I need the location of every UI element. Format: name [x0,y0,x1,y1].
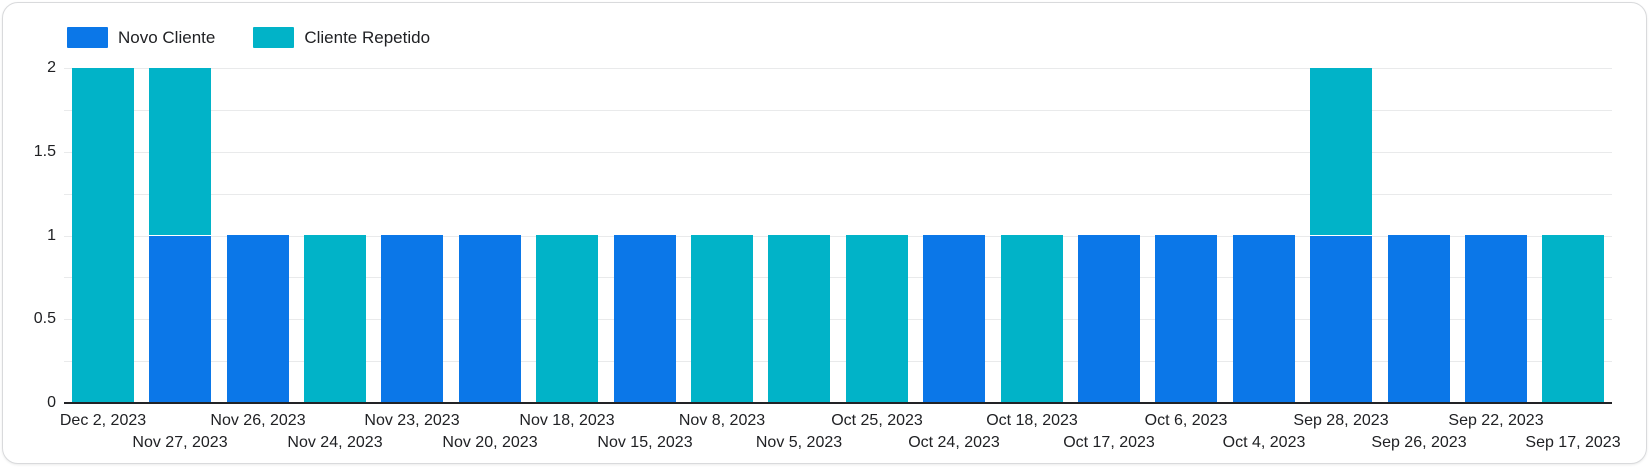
gridline [64,194,1612,195]
bar-column[interactable] [1310,68,1372,403]
x-axis-tick-label: Nov 18, 2023 [519,412,615,429]
x-axis-tick-label: Oct 17, 2023 [1063,434,1155,451]
bar-column[interactable] [1001,235,1063,403]
bar-column[interactable] [1078,235,1140,403]
bar-segment-cliente-repetido[interactable] [1542,235,1604,403]
bar-segment-novo-cliente[interactable] [1155,235,1217,403]
bar-column[interactable] [768,235,830,403]
bar-segment-cliente-repetido[interactable] [149,68,211,236]
gridline [64,277,1612,278]
bar-column[interactable] [304,235,366,403]
bar-segment-novo-cliente[interactable] [1078,235,1140,403]
bar-segment-cliente-repetido[interactable] [1310,68,1372,236]
chart-legend: Novo Cliente Cliente Repetido [67,26,430,48]
legend-item-cliente-repetido: Cliente Repetido [253,26,431,48]
bar-column[interactable] [1388,235,1450,403]
bar-segment-novo-cliente[interactable] [1465,235,1527,403]
x-axis-tick-label: Sep 28, 2023 [1293,412,1389,429]
x-axis-tick-label: Oct 4, 2023 [1222,434,1306,451]
y-axis-tick-label: 0.5 [33,310,56,327]
bar-segment-novo-cliente[interactable] [923,235,985,403]
y-axis-tick-label: 0 [47,394,56,411]
x-axis-tick-label: Oct 18, 2023 [986,412,1078,429]
y-axis-tick-label: 1.5 [33,143,56,160]
x-axis-tick-label: Nov 8, 2023 [678,412,766,429]
bar-column[interactable] [1233,235,1295,403]
bar-column[interactable] [1465,235,1527,403]
bar-segment-novo-cliente[interactable] [614,235,676,403]
x-axis-tick-label: Oct 24, 2023 [908,434,1000,451]
bar-column[interactable] [691,235,753,403]
x-axis-tick-label: Nov 20, 2023 [442,434,538,451]
x-axis-tick-label: Oct 25, 2023 [831,412,923,429]
bar-segment-cliente-repetido[interactable] [72,68,134,403]
bar-segment-novo-cliente[interactable] [459,235,521,403]
bar-column[interactable] [923,235,985,403]
bar-column[interactable] [459,235,521,403]
gridline [64,236,1612,237]
bar-segment-cliente-repetido[interactable] [768,235,830,403]
bar-segment-cliente-repetido[interactable] [846,235,908,403]
gridline [64,110,1612,111]
x-axis-tick-label: Oct 6, 2023 [1144,412,1228,429]
x-axis-tick-label: Dec 2, 2023 [59,412,147,429]
x-axis-tick-label: Sep 17, 2023 [1525,434,1621,451]
bar-column[interactable] [72,68,134,403]
bar-segment-cliente-repetido[interactable] [691,235,753,403]
gridline [64,152,1612,153]
gridline [64,68,1612,69]
x-axis-tick-label: Sep 26, 2023 [1371,434,1467,451]
legend-swatch-novo-cliente-icon [67,26,108,48]
bar-column[interactable] [1542,235,1604,403]
bar-segment-cliente-repetido[interactable] [536,235,598,403]
gridline [64,361,1612,362]
x-axis-tick-label: Nov 15, 2023 [597,434,693,451]
x-axis-tick-label: Sep 22, 2023 [1448,412,1544,429]
x-axis-tick-label: Nov 26, 2023 [210,412,306,429]
x-axis-tick-label: Nov 24, 2023 [287,434,383,451]
y-axis-tick-label: 2 [47,59,56,76]
y-axis-tick-label: 1 [47,227,56,244]
x-axis-tick-label: Nov 5, 2023 [755,434,843,451]
legend-label-cliente-repetido: Cliente Repetido [304,27,431,47]
gridline [64,319,1612,320]
bar-column[interactable] [846,235,908,403]
x-axis-tick-label: Nov 27, 2023 [132,434,228,451]
bar-segment-novo-cliente[interactable] [1233,235,1295,403]
bar-column[interactable] [149,68,211,403]
x-axis-line [64,402,1612,404]
bar-segment-cliente-repetido[interactable] [1001,235,1063,403]
legend-swatch-cliente-repetido-icon [253,26,295,48]
legend-label-novo-cliente: Novo Cliente [118,27,216,47]
bar-segment-novo-cliente[interactable] [1388,235,1450,403]
bar-segment-novo-cliente[interactable] [227,235,289,403]
legend-item-novo-cliente: Novo Cliente [67,26,216,48]
bar-segment-novo-cliente[interactable] [1310,236,1372,403]
bar-column[interactable] [1155,235,1217,403]
bar-segment-novo-cliente[interactable] [149,236,211,403]
bar-segment-cliente-repetido[interactable] [304,235,366,403]
bar-column[interactable] [536,235,598,403]
x-axis-tick-label: Nov 23, 2023 [364,412,460,429]
bar-column[interactable] [381,235,443,403]
bar-segment-novo-cliente[interactable] [381,235,443,403]
bar-column[interactable] [614,235,676,403]
bar-column[interactable] [227,235,289,403]
